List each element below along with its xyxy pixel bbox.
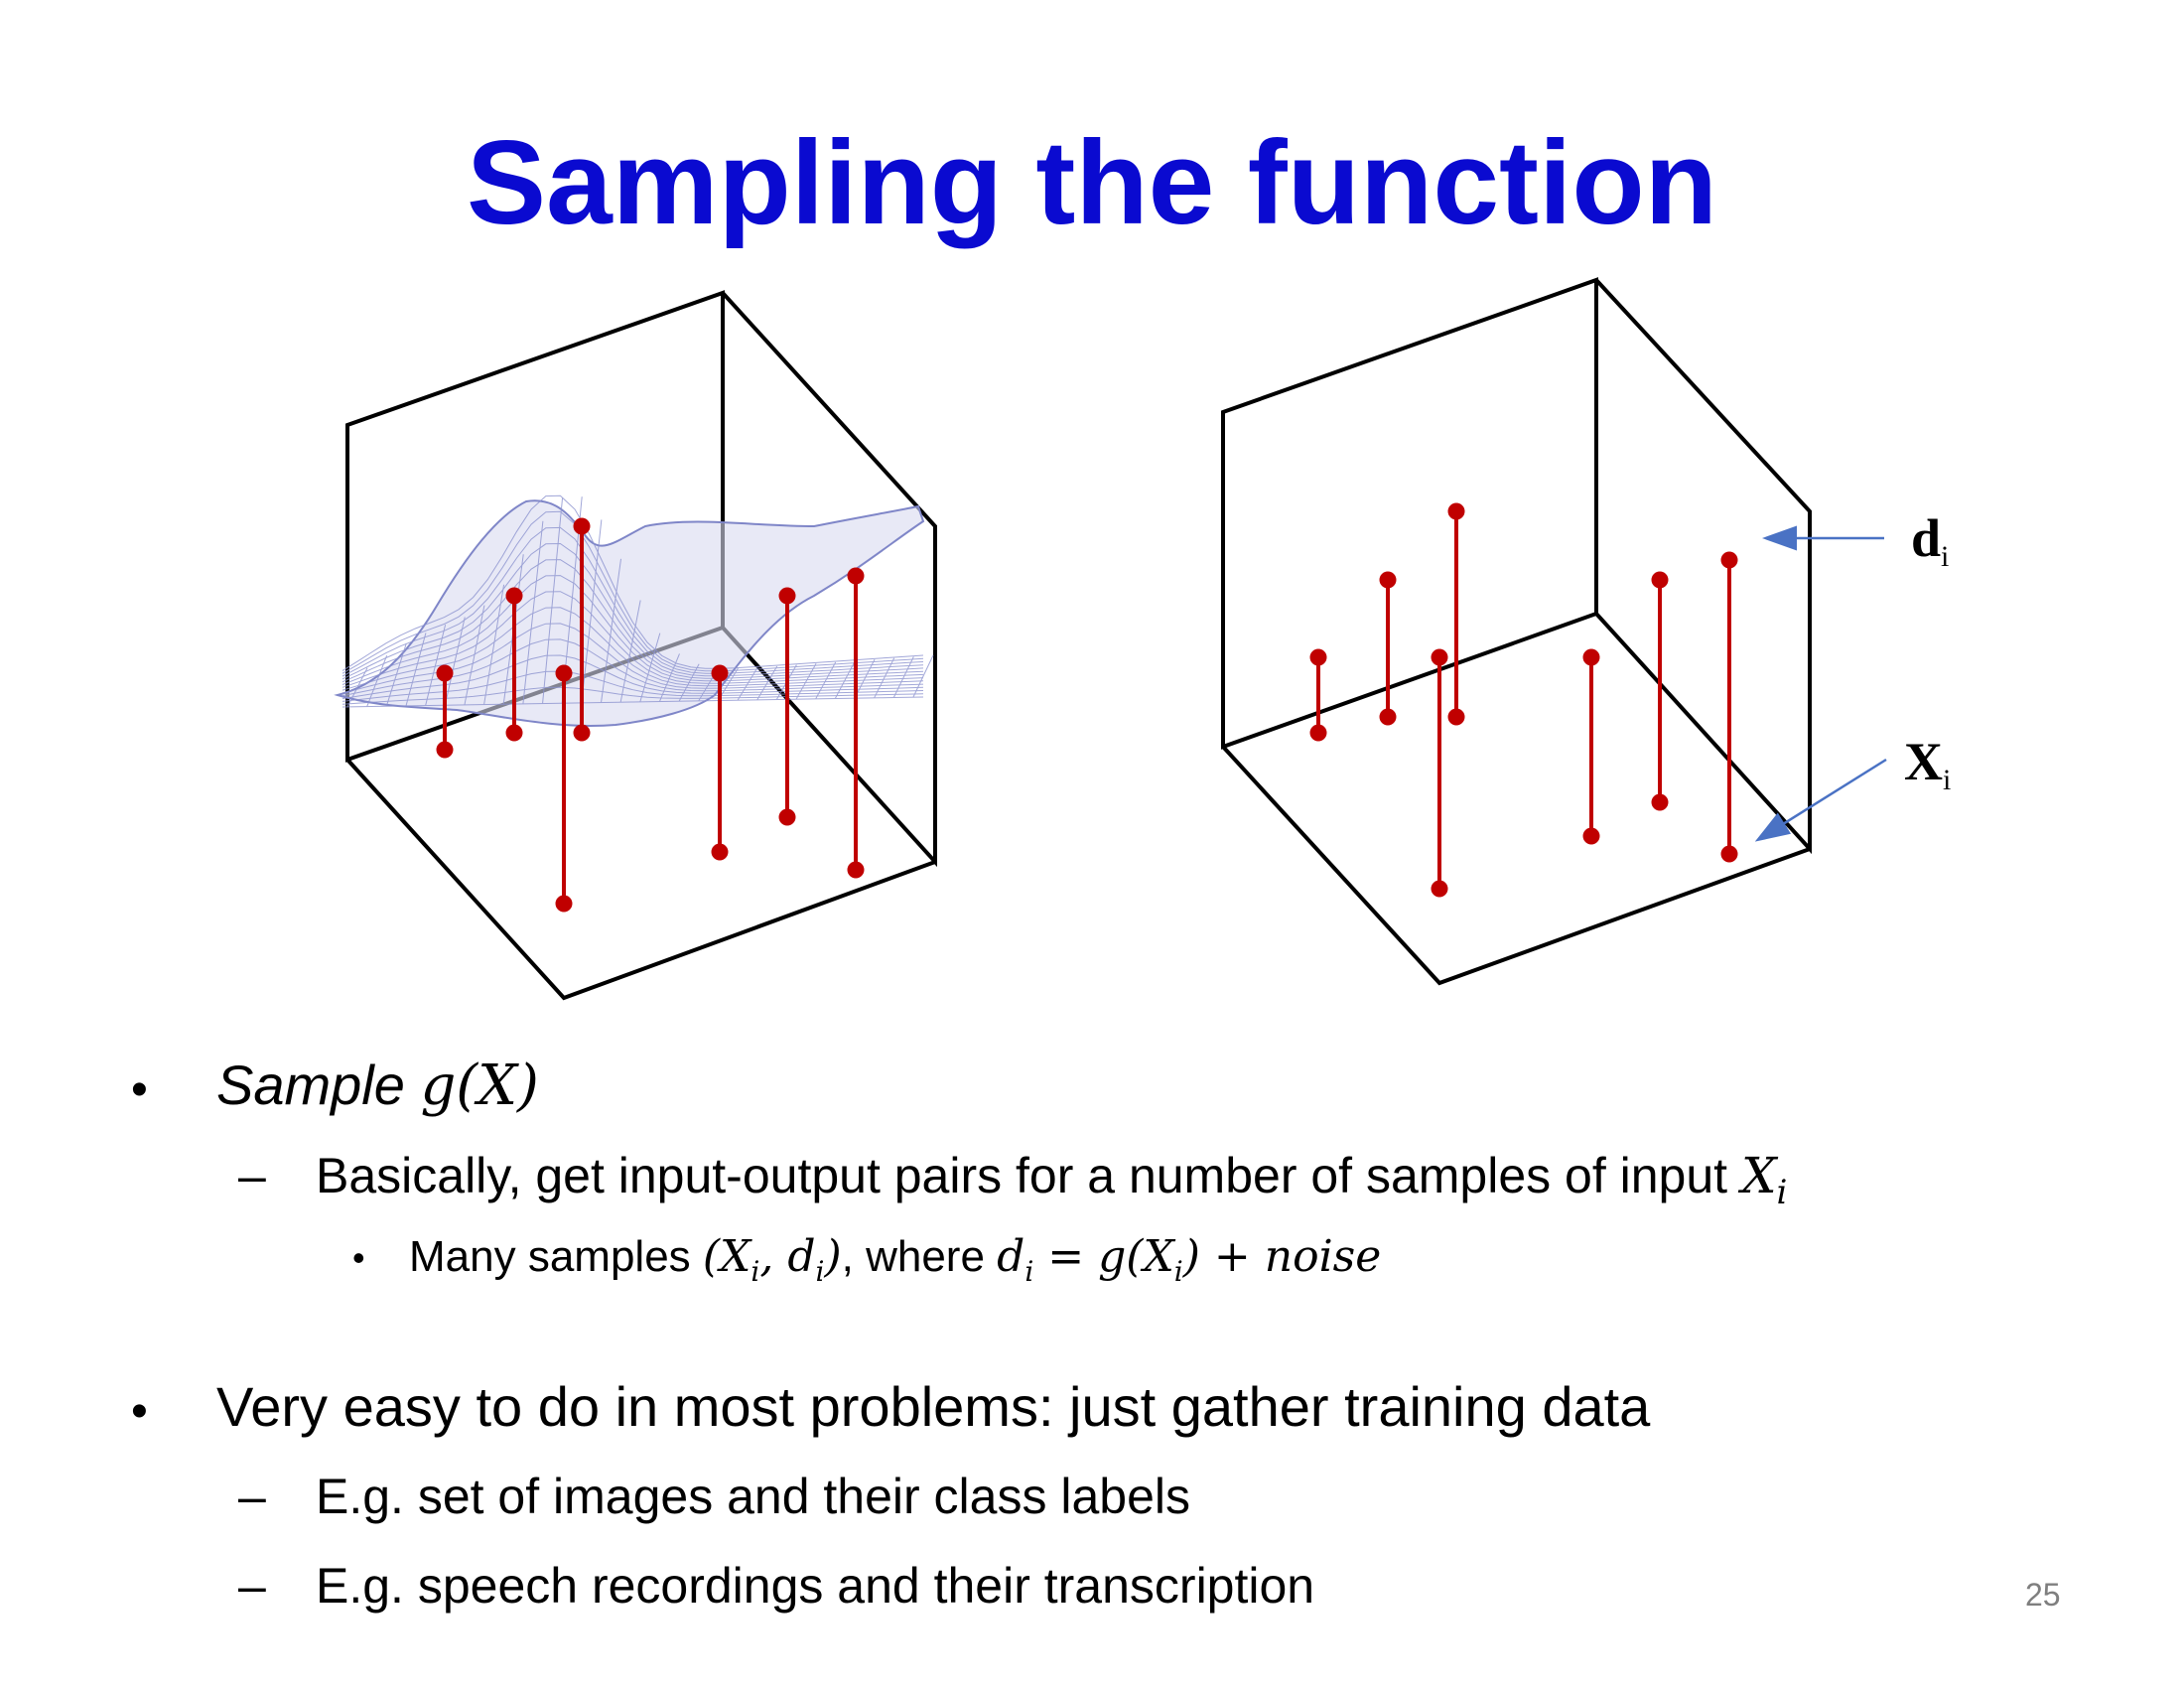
bullet-dot-3: • <box>131 1385 148 1438</box>
left-sample-stem-3 <box>573 517 591 742</box>
right-sample-stem-4 <box>1431 648 1448 898</box>
right-box <box>1221 277 1812 986</box>
left-sample-stem-4 <box>555 664 573 913</box>
sub-bullet-speech: E.g. speech recordings and their transcr… <box>316 1558 1315 1614</box>
dash-1: – <box>238 1148 266 1203</box>
subsub-bullet-samples: Many samples (Xi, di), where di = g(Xi) … <box>409 1231 1382 1288</box>
slide-title: Sampling the function <box>467 116 1717 249</box>
dash-3: – <box>238 1558 266 1614</box>
bullet-dot-2: • <box>352 1237 365 1278</box>
dash-2: – <box>238 1469 266 1524</box>
sub-bullet-images: E.g. set of images and their class label… <box>316 1469 1191 1524</box>
left-sample-stem-1 <box>436 664 454 759</box>
function-surface <box>334 494 934 727</box>
x-label: Xi <box>1904 732 1951 796</box>
x-arrow <box>1754 758 1887 842</box>
right-sample-stem-3 <box>1447 502 1465 726</box>
page-number: 25 <box>2025 1577 2061 1613</box>
sub-bullet-pairs: Basically, get input-output pairs for a … <box>316 1147 1788 1212</box>
left-sample-stem-7 <box>847 567 865 879</box>
left-sample-stem-5 <box>711 664 729 861</box>
left-sample-stem-2 <box>505 587 523 742</box>
right-sample-stem-7 <box>1720 551 1738 863</box>
bullet-dot-1: • <box>131 1063 148 1116</box>
right-sample-stem-1 <box>1309 648 1327 742</box>
d-label: di <box>1911 508 1949 573</box>
right-samples <box>1309 502 1738 898</box>
bullet-sample: Sample g(X) <box>216 1054 539 1118</box>
left-sample-stem-6 <box>778 587 796 826</box>
right-sample-stem-2 <box>1379 571 1397 726</box>
bullet-easy: Very easy to do in most problems: just g… <box>216 1375 1651 1438</box>
right-sample-stem-6 <box>1651 571 1669 811</box>
right-sample-stem-5 <box>1582 648 1600 845</box>
left-samples <box>436 517 865 913</box>
